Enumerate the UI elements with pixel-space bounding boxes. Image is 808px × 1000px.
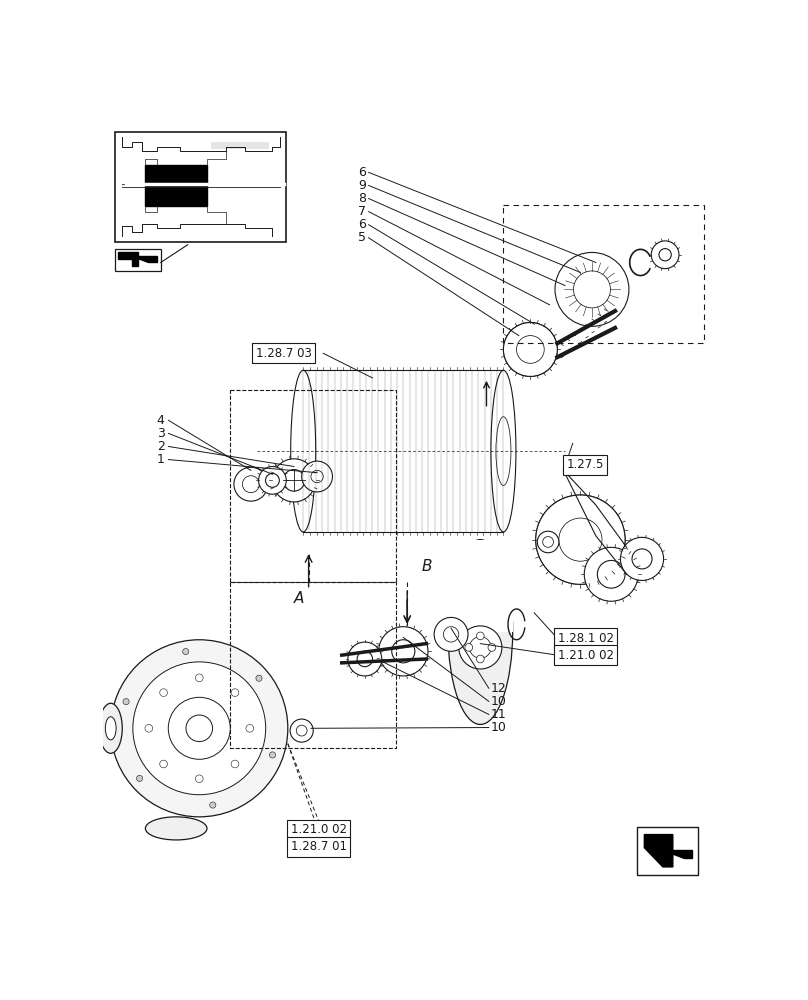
Circle shape xyxy=(246,724,254,732)
Circle shape xyxy=(516,336,545,363)
Circle shape xyxy=(559,518,602,561)
Text: 10: 10 xyxy=(490,695,506,708)
Circle shape xyxy=(269,752,276,758)
Circle shape xyxy=(516,336,545,363)
Circle shape xyxy=(196,775,203,783)
Circle shape xyxy=(266,473,280,487)
Circle shape xyxy=(584,547,638,601)
Ellipse shape xyxy=(491,370,516,532)
Circle shape xyxy=(543,537,553,547)
Ellipse shape xyxy=(291,370,316,532)
Text: 1.28.7 01: 1.28.7 01 xyxy=(291,840,347,853)
Circle shape xyxy=(632,549,652,569)
Circle shape xyxy=(210,802,216,808)
Bar xyxy=(115,249,161,271)
Text: 2: 2 xyxy=(157,440,165,453)
Ellipse shape xyxy=(145,817,207,840)
Circle shape xyxy=(160,689,167,696)
Circle shape xyxy=(256,675,262,681)
Text: 11: 11 xyxy=(490,708,506,721)
Text: 12: 12 xyxy=(490,682,506,695)
Text: 3: 3 xyxy=(157,427,165,440)
Text: 4: 4 xyxy=(157,414,165,427)
Ellipse shape xyxy=(496,417,511,485)
Circle shape xyxy=(503,323,558,376)
Circle shape xyxy=(137,775,143,781)
Text: 1.28.7 03: 1.28.7 03 xyxy=(256,347,312,360)
Circle shape xyxy=(111,640,288,817)
Circle shape xyxy=(559,518,602,561)
Circle shape xyxy=(555,252,629,326)
Bar xyxy=(230,389,396,582)
Text: 1.28.1 02: 1.28.1 02 xyxy=(558,632,614,645)
Circle shape xyxy=(392,640,415,663)
Bar xyxy=(637,827,698,875)
Circle shape xyxy=(465,644,473,651)
Text: 1.21.0 02: 1.21.0 02 xyxy=(558,649,614,662)
Text: B: B xyxy=(421,559,431,574)
Circle shape xyxy=(621,537,663,580)
Circle shape xyxy=(574,271,611,308)
Bar xyxy=(145,165,207,206)
Bar xyxy=(230,582,396,748)
Circle shape xyxy=(123,699,129,705)
Text: 7: 7 xyxy=(359,205,366,218)
Circle shape xyxy=(234,467,267,501)
Text: 1.21.0 02: 1.21.0 02 xyxy=(291,823,347,836)
Circle shape xyxy=(290,719,314,742)
Circle shape xyxy=(231,760,239,768)
Circle shape xyxy=(196,674,203,682)
Text: 1.27.5: 1.27.5 xyxy=(566,458,604,471)
Circle shape xyxy=(348,642,381,676)
Circle shape xyxy=(537,531,559,553)
Circle shape xyxy=(301,461,332,492)
Circle shape xyxy=(311,470,323,483)
Circle shape xyxy=(133,662,266,795)
Circle shape xyxy=(444,627,459,642)
Circle shape xyxy=(186,715,213,742)
Circle shape xyxy=(242,476,259,493)
Text: 8: 8 xyxy=(359,192,366,205)
Circle shape xyxy=(283,470,305,491)
Circle shape xyxy=(231,689,239,696)
Bar xyxy=(211,142,268,149)
Text: 5: 5 xyxy=(359,231,366,244)
Polygon shape xyxy=(119,252,137,266)
Circle shape xyxy=(488,644,496,651)
Circle shape xyxy=(259,466,286,494)
Ellipse shape xyxy=(99,703,122,753)
Circle shape xyxy=(477,655,484,663)
Bar xyxy=(448,540,512,632)
Polygon shape xyxy=(133,256,157,262)
Circle shape xyxy=(297,725,307,736)
Circle shape xyxy=(434,617,468,651)
Circle shape xyxy=(459,626,502,669)
Circle shape xyxy=(651,241,679,269)
Bar xyxy=(115,132,285,242)
Circle shape xyxy=(659,249,671,261)
Circle shape xyxy=(183,648,189,655)
Text: 6: 6 xyxy=(359,166,366,179)
Text: 6: 6 xyxy=(359,218,366,231)
Circle shape xyxy=(477,632,484,640)
Circle shape xyxy=(503,323,558,376)
Circle shape xyxy=(272,459,316,502)
Circle shape xyxy=(536,495,625,584)
Circle shape xyxy=(168,697,230,759)
Circle shape xyxy=(469,637,491,658)
Circle shape xyxy=(597,560,625,588)
Text: 10: 10 xyxy=(490,721,506,734)
Text: 1: 1 xyxy=(157,453,165,466)
Circle shape xyxy=(160,760,167,768)
Polygon shape xyxy=(663,850,692,858)
Circle shape xyxy=(357,651,372,667)
Circle shape xyxy=(379,627,428,676)
Circle shape xyxy=(536,495,625,584)
Circle shape xyxy=(145,724,153,732)
Ellipse shape xyxy=(448,540,512,724)
Text: A: A xyxy=(294,591,305,606)
Text: 9: 9 xyxy=(359,179,366,192)
Ellipse shape xyxy=(105,717,116,740)
Polygon shape xyxy=(644,835,673,867)
